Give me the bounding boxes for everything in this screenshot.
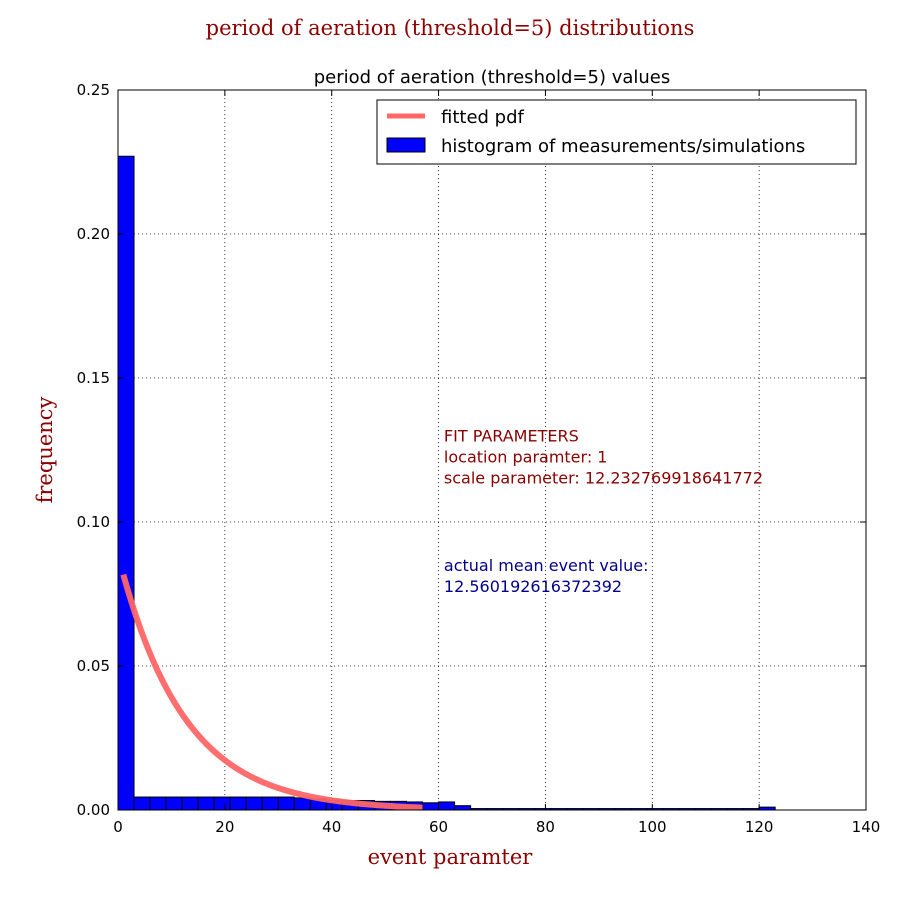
annotations: FIT PARAMETERS location paramter: 1 scale … [444,426,763,596]
fit-parameters-line: location paramter: 1 [444,447,608,466]
histogram-bar [197,796,215,811]
fit-parameters-line: FIT PARAMETERS [444,426,579,445]
histogram-bar [213,796,231,811]
fitted-pdf-line [120,573,423,811]
x-tick-label: 100 [638,818,667,836]
histogram-bar [261,796,279,811]
histogram-bar [454,805,472,811]
y-tick-label: 0.00 [77,801,110,819]
histogram-bar [438,801,456,811]
fitted-pdf-layer [120,573,423,811]
plot-area [118,90,866,810]
chart-title: period of aeration (threshold=5) values [314,67,670,88]
histogram-bar [133,796,151,811]
histogram-bars [117,155,776,811]
histogram-bar [117,155,135,811]
fit-parameters-line: scale parameter: 12.232769918641772 [444,468,763,487]
y-tick-label: 0.15 [77,369,110,387]
actual-mean-line: actual mean event value: [444,556,649,575]
histogram-bar [149,796,167,811]
histogram-bar [422,802,440,811]
x-tick-label: 0 [113,818,123,836]
suptitle: period of aeration (threshold=5) distrib… [206,16,695,40]
histogram-bar [229,796,247,811]
histogram-bar [293,797,311,811]
x-tick-label: 120 [745,818,774,836]
histogram-bar [277,796,295,811]
legend-box [376,99,857,165]
plot-frame [117,89,867,811]
grid [118,90,866,810]
y-tick-label: 0.20 [77,225,110,243]
legend-histogram-swatch [386,137,426,153]
x-tick-label: 60 [429,818,448,836]
x-tick-label: 20 [215,818,234,836]
legend-histogram-label: histogram of measurements/simulations [441,136,805,157]
histogram-bar [245,796,263,811]
legend: fitted pdf histogram of measurements/sim… [376,99,857,165]
y-tick-label: 0.05 [77,657,110,675]
y-tick-label: 0.25 [77,81,110,99]
x-axis-label: event paramter [368,845,534,869]
x-tick-label: 80 [536,818,555,836]
actual-mean-line: 12.560192616372392 [444,577,622,596]
x-tick-label: 140 [852,818,881,836]
histogram-bar [181,796,199,811]
x-tick-label: 40 [322,818,341,836]
axis-ticks: 0 20 40 60 80 100 120 140 0.00 0.05 0.10 0.15 0.20 0.… [77,81,881,836]
histogram-bar [165,796,183,811]
legend-fitted-pdf-label: fitted pdf [441,107,525,128]
y-tick-label: 0.10 [77,513,110,531]
y-axis-label: frequency [33,396,57,503]
